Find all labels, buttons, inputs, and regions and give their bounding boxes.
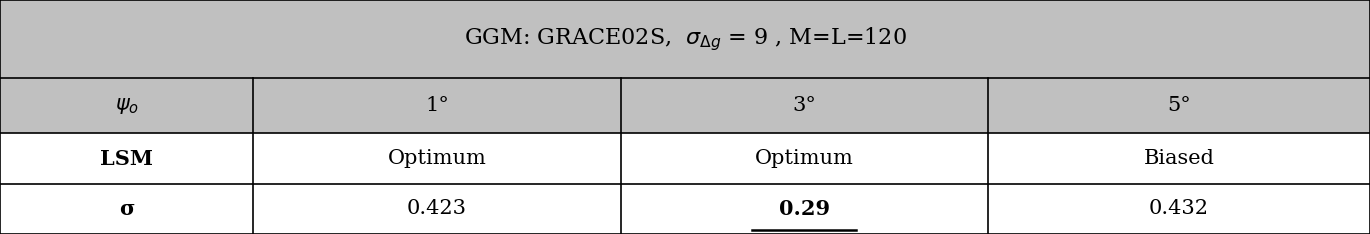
Text: 3°: 3°	[792, 96, 817, 115]
Bar	[0, 133, 1370, 184]
Text: Biased: Biased	[1144, 149, 1214, 168]
Bar	[0, 184, 1370, 234]
Text: 0.423: 0.423	[407, 199, 467, 218]
Text: GGM: GRACE02S,  $\sigma_{\Delta g}$ = 9 , M=L=120: GGM: GRACE02S, $\sigma_{\Delta g}$ = 9 ,…	[463, 25, 907, 53]
Text: 0.432: 0.432	[1149, 199, 1208, 218]
Text: Optimum: Optimum	[755, 149, 854, 168]
Text: 1°: 1°	[425, 96, 449, 115]
Text: 0.29: 0.29	[778, 199, 830, 219]
Text: $\psi_o$: $\psi_o$	[115, 96, 138, 116]
Bar	[0, 78, 1370, 133]
Text: Optimum: Optimum	[388, 149, 486, 168]
Text: 5°: 5°	[1167, 96, 1191, 115]
Bar	[0, 0, 1370, 78]
Text: σ: σ	[119, 199, 134, 219]
Text: LSM: LSM	[100, 149, 153, 168]
